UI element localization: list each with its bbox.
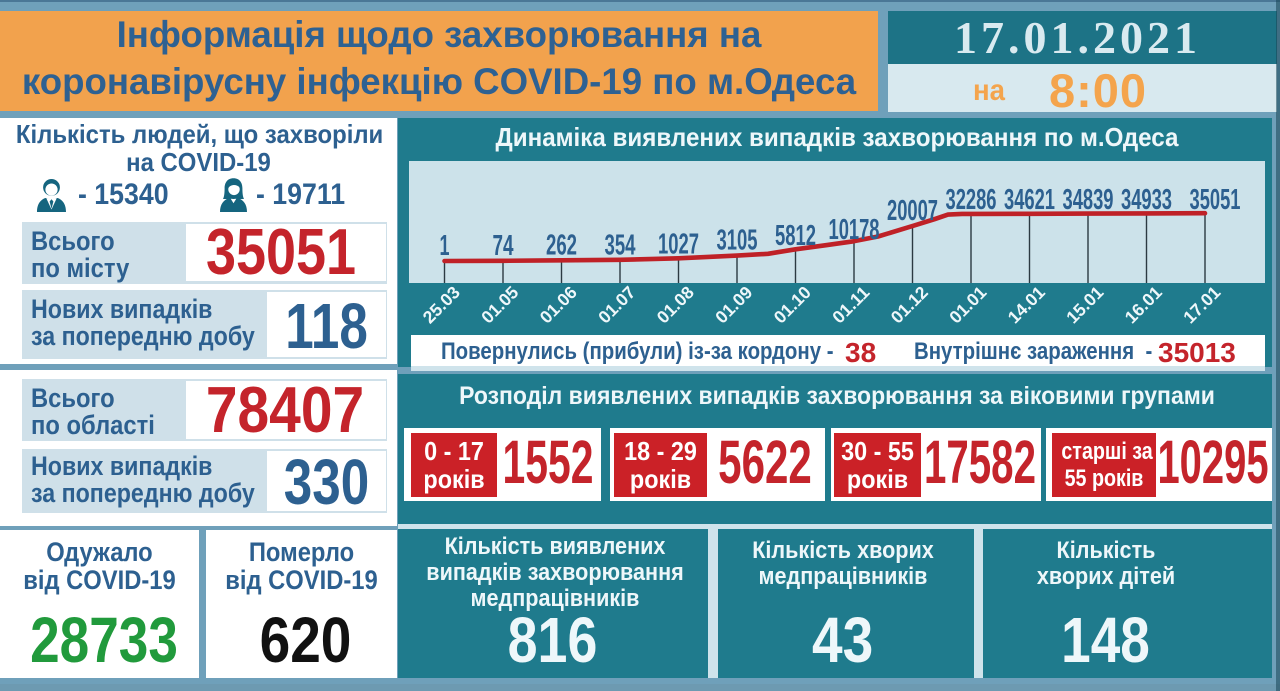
- svg-text:5812: 5812: [775, 220, 816, 252]
- svg-text:354: 354: [605, 230, 636, 262]
- svg-text:32286: 32286: [946, 184, 997, 216]
- svg-text:10178: 10178: [829, 214, 880, 246]
- svg-text:14.01: 14.01: [1004, 282, 1049, 327]
- svg-text:34839: 34839: [1063, 184, 1114, 216]
- svg-text:01.07: 01.07: [594, 282, 639, 327]
- svg-text:01.09: 01.09: [711, 282, 756, 327]
- svg-text:34933: 34933: [1121, 184, 1172, 216]
- svg-text:262: 262: [546, 230, 577, 262]
- svg-text:35051: 35051: [1190, 184, 1241, 216]
- svg-text:01.06: 01.06: [536, 282, 581, 327]
- svg-text:3105: 3105: [717, 225, 758, 257]
- svg-text:15.01: 15.01: [1062, 282, 1107, 327]
- svg-text:17.01: 17.01: [1179, 282, 1224, 327]
- svg-text:01.01: 01.01: [945, 282, 990, 327]
- svg-text:25.03: 25.03: [419, 282, 464, 327]
- svg-text:01.11: 01.11: [828, 282, 873, 327]
- svg-text:01.10: 01.10: [770, 282, 815, 327]
- svg-text:74: 74: [493, 230, 514, 262]
- svg-text:20007: 20007: [887, 195, 938, 227]
- svg-text:01.12: 01.12: [887, 282, 932, 327]
- svg-text:16.01: 16.01: [1121, 282, 1166, 327]
- svg-text:34621: 34621: [1004, 184, 1055, 216]
- svg-text:1027: 1027: [658, 229, 699, 261]
- svg-text:01.05: 01.05: [477, 282, 522, 327]
- svg-text:01.08: 01.08: [653, 282, 698, 327]
- svg-text:1: 1: [440, 230, 450, 262]
